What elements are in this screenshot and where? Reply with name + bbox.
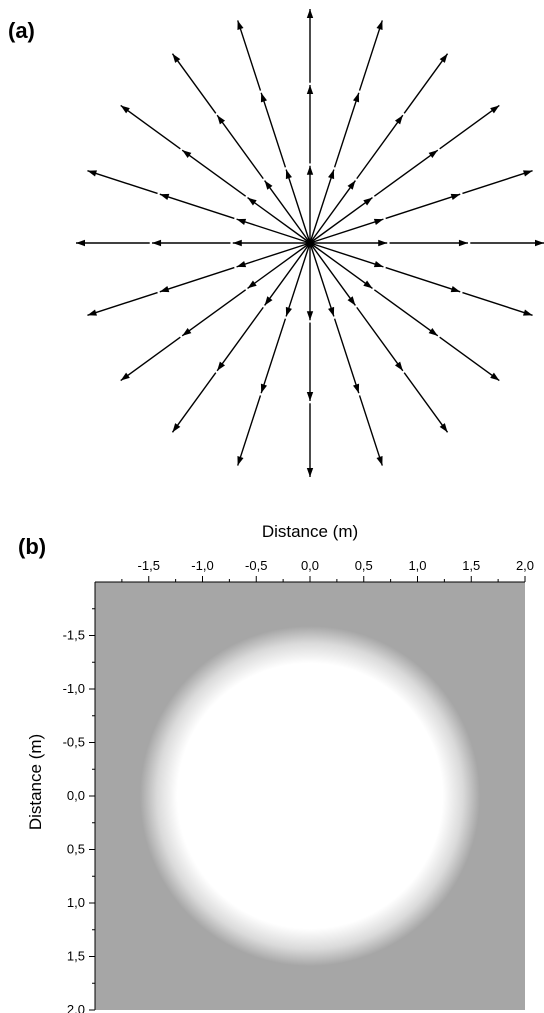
radial-arrow	[87, 242, 311, 316]
x-tick-label: 1,0	[408, 558, 426, 573]
y-tick-label: -1,0	[63, 681, 85, 696]
y-tick-label: -1,5	[63, 628, 85, 643]
radial-arrow	[309, 53, 449, 244]
radial-arrow	[76, 239, 310, 247]
x-tick-label: 0,0	[301, 558, 319, 573]
radial-arrow	[120, 104, 311, 244]
y-axis-title: Distance (m)	[26, 734, 45, 830]
y-tick-label: 1,0	[67, 895, 85, 910]
radial-arrow	[306, 9, 314, 243]
radial-arrow	[87, 170, 311, 244]
radial-arrow	[120, 242, 311, 382]
radial-arrow	[309, 242, 500, 382]
radial-arrow	[237, 20, 311, 244]
x-axis-ticks: -1,5 -1,0 -0,5 0,0 0,5 1,0 1,5 2,0	[121, 558, 534, 582]
x-tick-label: 1,5	[462, 558, 480, 573]
radial-arrow	[306, 243, 314, 477]
radial-arrow	[310, 239, 544, 247]
radial-arrow	[309, 242, 449, 433]
radial-arrow	[237, 242, 311, 466]
x-tick-label: 2,0	[516, 558, 534, 573]
radial-arrow	[309, 242, 533, 316]
x-tick-label: -0,5	[245, 558, 267, 573]
radial-arrows-diagram	[76, 9, 544, 477]
x-axis-title: Distance (m)	[262, 522, 358, 541]
y-tick-label: 2,0	[67, 1002, 85, 1013]
panel-a-label: (a)	[8, 18, 35, 43]
radial-arrow	[309, 20, 383, 244]
heatmap-bright-region	[140, 626, 480, 966]
x-tick-label: 0,5	[355, 558, 373, 573]
y-tick-label: 1,5	[67, 949, 85, 964]
radial-arrow	[309, 170, 533, 244]
y-tick-label: -0,5	[63, 735, 85, 750]
y-tick-label: 0,5	[67, 842, 85, 857]
radial-arrow	[171, 242, 311, 433]
radial-arrow	[309, 242, 383, 466]
radial-arrow	[171, 53, 311, 244]
x-tick-label: -1,5	[138, 558, 160, 573]
panel-b-label: (b)	[18, 534, 47, 559]
y-tick-label: 0,0	[67, 788, 85, 803]
y-axis-ticks: -1,5 -1,0 -0,5 0,0 0,5 1,0 1,5 2,0	[63, 608, 95, 1013]
x-tick-label: -1,0	[191, 558, 213, 573]
radial-arrow	[309, 104, 500, 244]
